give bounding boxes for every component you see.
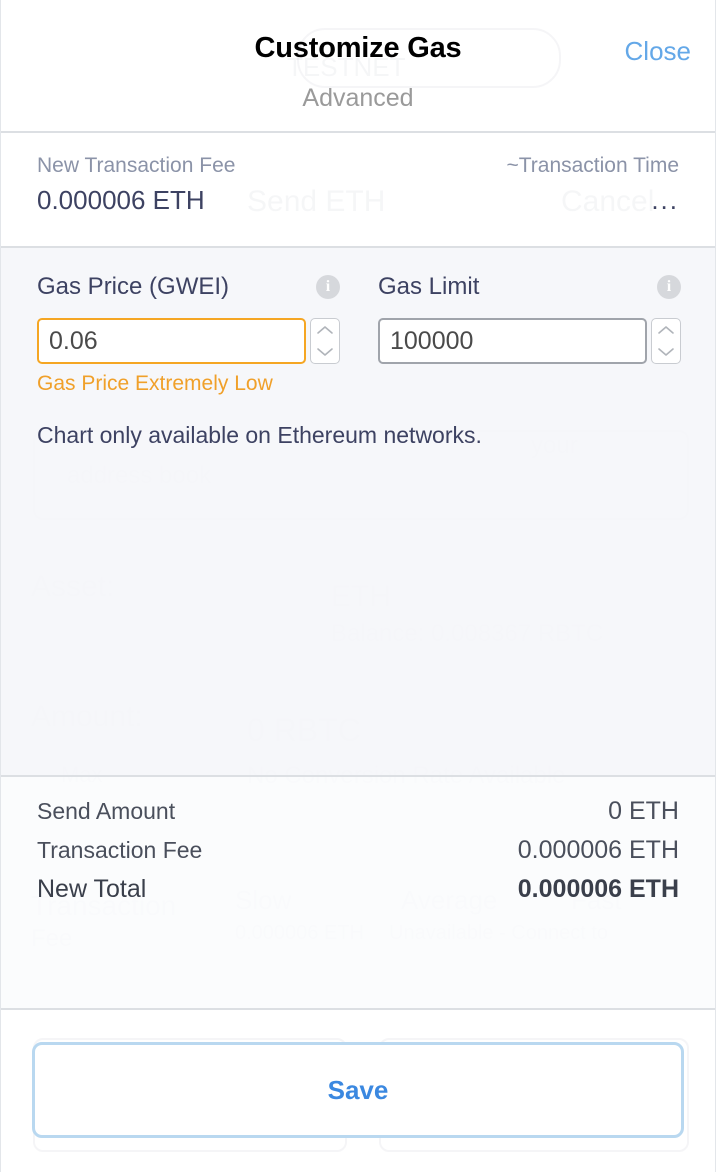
gas-price-stepper[interactable] xyxy=(310,318,340,364)
gas-price-label: Gas Price (GWEI) xyxy=(37,273,230,300)
save-button[interactable]: Save xyxy=(32,1042,684,1138)
chart-unavailable-note: Chart only available on Ethereum network… xyxy=(37,422,482,448)
gas-price-input[interactable] xyxy=(37,318,306,364)
gas-limit-stepper[interactable] xyxy=(651,318,681,364)
new-transaction-fee-block: New Transaction Fee 0.000006 ETH xyxy=(37,153,235,216)
table-row: New Total 0.000006 ETH xyxy=(37,875,679,904)
gas-price-input-wrap xyxy=(37,318,340,364)
info-icon[interactable]: i xyxy=(316,275,340,299)
chevron-up-icon xyxy=(317,326,333,334)
modal-header: Customize Gas Close Advanced xyxy=(1,0,715,133)
chevron-up-icon xyxy=(658,326,674,334)
transaction-fee-label: Transaction Fee xyxy=(37,837,203,863)
new-transaction-fee-label: New Transaction Fee xyxy=(37,154,236,177)
gas-limit-field: Gas Limit i xyxy=(378,270,681,396)
gas-settings-section: Gas Price (GWEI) i Gas Price Extremely L xyxy=(1,248,715,777)
send-amount-value: 0 ETH xyxy=(608,797,679,825)
new-transaction-fee-value: 0.000006 ETH xyxy=(37,185,205,216)
info-icon[interactable]: i xyxy=(657,275,681,299)
transaction-time-value: ... xyxy=(651,185,679,216)
gas-price-warning: Gas Price Extremely Low xyxy=(37,372,273,395)
new-total-label: New Total xyxy=(37,875,147,903)
transaction-fee-value: 0.000006 ETH xyxy=(517,836,679,864)
gas-limit-input[interactable] xyxy=(378,318,647,364)
gas-price-field: Gas Price (GWEI) i Gas Price Extremely L xyxy=(37,270,340,396)
totals-section: Send Amount 0 ETH Transaction Fee 0.0000… xyxy=(1,777,715,1010)
table-row: Send Amount 0 ETH xyxy=(37,797,679,826)
transaction-time-label: ~Transaction Time xyxy=(506,154,679,177)
gas-limit-label: Gas Limit xyxy=(378,273,480,300)
send-amount-label: Send Amount xyxy=(37,798,176,824)
table-row: Transaction Fee 0.000006 ETH xyxy=(37,836,679,865)
new-total-value: 0.000006 ETH xyxy=(517,875,679,903)
page-title: Customize Gas xyxy=(254,32,462,64)
gas-fields-row: Gas Price (GWEI) i Gas Price Extremely L xyxy=(37,270,681,396)
chevron-down-icon xyxy=(317,348,333,356)
fee-summary: New Transaction Fee 0.000006 ETH ~Transa… xyxy=(1,133,715,248)
close-button[interactable]: Close xyxy=(624,36,691,66)
gas-price-header: Gas Price (GWEI) i xyxy=(37,270,340,304)
chevron-down-icon xyxy=(658,348,674,356)
gas-limit-input-wrap xyxy=(378,318,681,364)
transaction-time-block: ~Transaction Time ... xyxy=(506,153,679,216)
modal-footer: Save xyxy=(1,1010,715,1170)
gas-limit-header: Gas Limit i xyxy=(378,270,681,304)
header-subtitle: Advanced xyxy=(302,84,414,112)
